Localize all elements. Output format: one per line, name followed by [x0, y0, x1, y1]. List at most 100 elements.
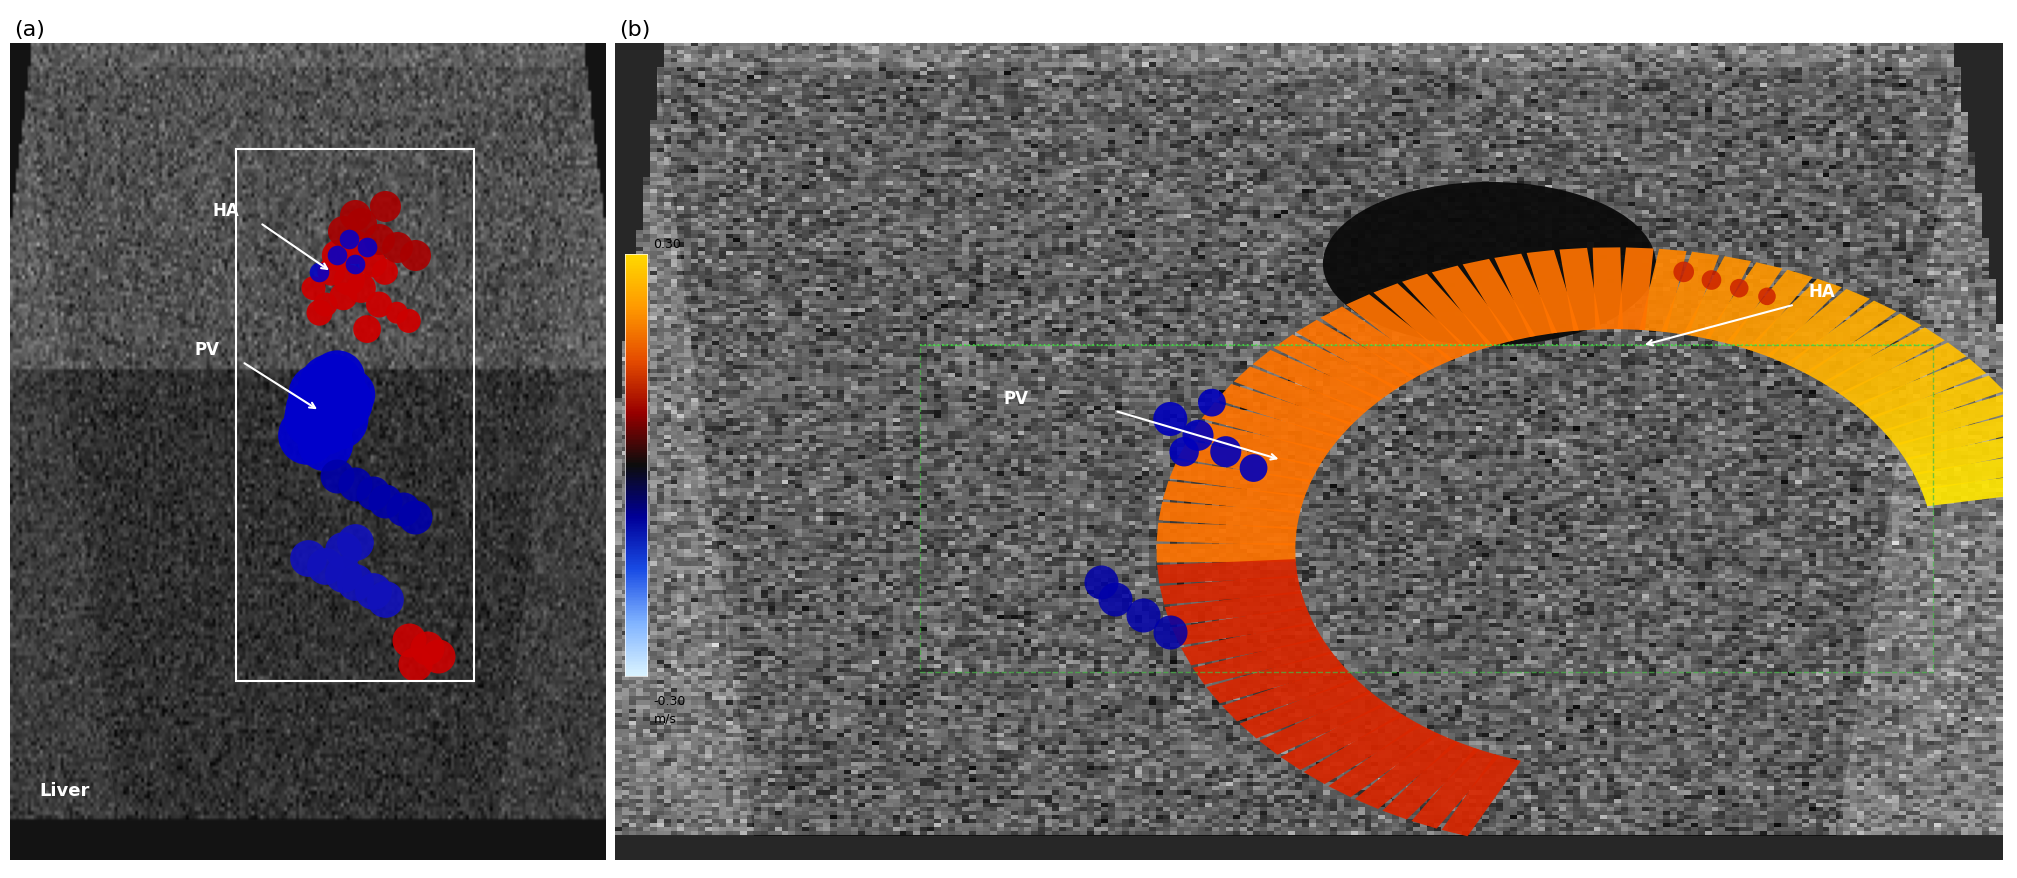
Point — [409, 641, 442, 655]
Polygon shape — [1234, 367, 1368, 426]
Text: PV: PV — [194, 340, 220, 358]
Polygon shape — [1253, 350, 1382, 414]
Text: (b): (b) — [619, 19, 651, 40]
Text: HA: HA — [212, 201, 240, 220]
Point — [339, 576, 371, 590]
Point — [303, 265, 335, 279]
Point — [1696, 274, 1729, 288]
Point — [399, 249, 432, 263]
Polygon shape — [658, 68, 1961, 836]
Point — [327, 396, 359, 410]
Point — [381, 241, 413, 255]
Polygon shape — [1303, 714, 1422, 784]
Text: -0.30: -0.30 — [654, 694, 686, 707]
Point — [315, 265, 347, 279]
Polygon shape — [1727, 270, 1813, 351]
Point — [321, 249, 353, 263]
Point — [399, 658, 432, 672]
Point — [321, 413, 353, 427]
Polygon shape — [1402, 275, 1493, 354]
Polygon shape — [1495, 255, 1557, 337]
Point — [303, 388, 335, 402]
Polygon shape — [1160, 575, 1301, 605]
Bar — [236, 150, 474, 680]
Point — [357, 486, 389, 500]
Point — [1210, 445, 1242, 459]
Point — [309, 437, 341, 451]
Point — [333, 388, 365, 402]
Point — [363, 299, 395, 313]
Point — [309, 421, 341, 435]
Text: PV: PV — [1004, 389, 1029, 407]
Point — [369, 200, 401, 214]
Polygon shape — [1281, 702, 1404, 770]
Point — [345, 217, 377, 231]
Point — [1236, 462, 1269, 476]
Polygon shape — [28, 68, 587, 820]
Polygon shape — [1297, 320, 1416, 390]
Polygon shape — [1412, 748, 1501, 829]
Polygon shape — [1527, 251, 1579, 334]
Polygon shape — [1273, 335, 1398, 401]
Ellipse shape — [1323, 183, 1656, 346]
Point — [321, 371, 353, 385]
Polygon shape — [1920, 471, 2017, 507]
Point — [321, 470, 353, 484]
Polygon shape — [1382, 741, 1478, 819]
Point — [327, 225, 359, 239]
Point — [363, 233, 395, 247]
Polygon shape — [1158, 502, 1301, 530]
Polygon shape — [1182, 623, 1323, 666]
Point — [1751, 290, 1783, 304]
Polygon shape — [1172, 607, 1313, 645]
Polygon shape — [1170, 461, 1311, 499]
Point — [345, 282, 377, 296]
Point — [339, 241, 371, 255]
Point — [1196, 396, 1228, 410]
Point — [357, 584, 389, 598]
Polygon shape — [1767, 290, 1870, 366]
Point — [303, 306, 335, 320]
Polygon shape — [1462, 260, 1535, 342]
Point — [1154, 413, 1186, 427]
Polygon shape — [1904, 432, 2017, 476]
Point — [1125, 608, 1158, 623]
Point — [351, 241, 383, 255]
Text: m/s: m/s — [654, 711, 676, 724]
Polygon shape — [1442, 754, 1521, 837]
Polygon shape — [1805, 314, 1922, 385]
Polygon shape — [1870, 376, 2005, 433]
Polygon shape — [1178, 441, 1319, 483]
Text: (a): (a) — [14, 19, 44, 40]
Polygon shape — [1618, 248, 1654, 331]
Point — [357, 257, 389, 271]
Point — [422, 650, 454, 664]
Polygon shape — [1432, 266, 1515, 348]
Point — [1085, 576, 1117, 590]
Polygon shape — [1202, 403, 1341, 453]
Polygon shape — [1192, 637, 1333, 685]
Point — [1668, 265, 1700, 279]
Polygon shape — [1856, 359, 1987, 420]
Point — [393, 633, 426, 647]
Point — [303, 404, 335, 418]
Point — [339, 478, 371, 492]
Text: HA: HA — [1809, 283, 1835, 301]
Text: Liver: Liver — [40, 781, 91, 799]
Polygon shape — [1682, 257, 1751, 340]
Point — [327, 568, 359, 582]
Polygon shape — [1329, 723, 1440, 797]
Polygon shape — [1206, 651, 1345, 703]
Polygon shape — [1259, 691, 1388, 755]
Polygon shape — [1222, 666, 1357, 722]
Point — [333, 233, 365, 247]
Point — [339, 535, 371, 549]
Polygon shape — [1640, 249, 1686, 333]
Point — [290, 551, 323, 565]
Point — [333, 274, 365, 288]
Point — [381, 306, 413, 320]
Polygon shape — [1164, 481, 1305, 514]
Point — [1182, 428, 1214, 443]
Point — [296, 282, 329, 296]
Point — [309, 299, 341, 313]
